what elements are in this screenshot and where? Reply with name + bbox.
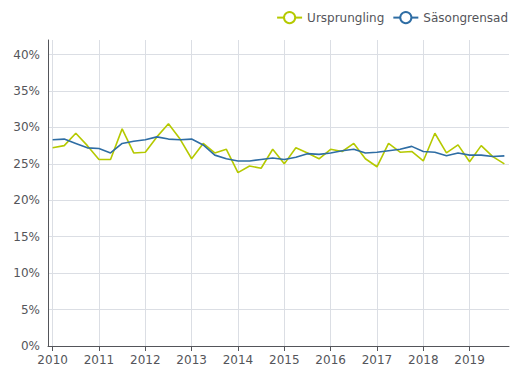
svg-text:2019: 2019 [454,353,485,367]
svg-text:0%: 0% [21,339,40,353]
svg-text:10%: 10% [13,266,40,280]
svg-text:Ursprungling: Ursprungling [307,11,384,25]
svg-text:35%: 35% [13,84,40,98]
svg-text:2013: 2013 [176,353,207,367]
svg-text:40%: 40% [13,48,40,62]
svg-text:2016: 2016 [315,353,346,367]
svg-text:2011: 2011 [84,353,115,367]
svg-text:2012: 2012 [130,353,161,367]
svg-text:25%: 25% [13,157,40,171]
svg-text:2018: 2018 [408,353,439,367]
svg-text:2010: 2010 [37,353,68,367]
svg-text:15%: 15% [13,230,40,244]
svg-text:20%: 20% [13,193,40,207]
svg-text:5%: 5% [21,303,40,317]
svg-text:Säsongrensad: Säsongrensad [423,11,508,25]
svg-text:2017: 2017 [362,353,393,367]
svg-text:30%: 30% [13,120,40,134]
svg-text:2015: 2015 [269,353,300,367]
svg-text:2014: 2014 [223,353,254,367]
